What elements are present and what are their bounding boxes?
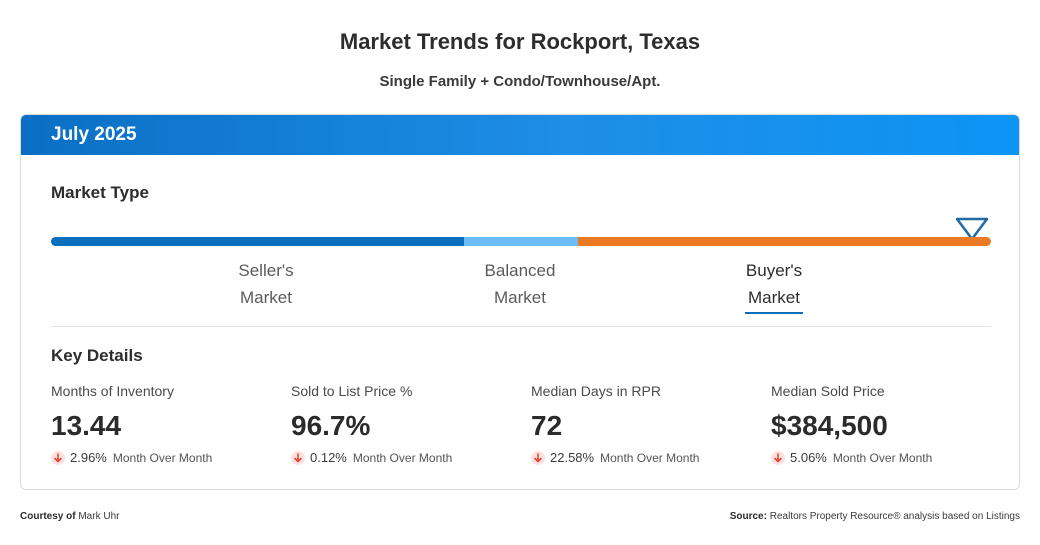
change-percent: 0.12% [310, 450, 347, 465]
arrow-down-icon [531, 450, 545, 465]
change-percent: 22.58% [550, 450, 595, 465]
balanced-label-line1: Balanced [484, 261, 556, 280]
metric-median-days-in-rpr: Median Days in RPR 72 22.58% Month Over … [531, 383, 761, 465]
courtesy-footer: Courtesy of Mark Uhr [20, 511, 119, 522]
change-period: Month Over Month [352, 450, 453, 465]
down-triangle-marker-icon [955, 217, 989, 241]
arrow-down-icon [291, 450, 305, 465]
buyer-market-label: Buyer's Market [719, 257, 829, 314]
metric-change: 5.06% Month Over Month [771, 450, 1001, 465]
metric-change: 2.96% Month Over Month [51, 450, 281, 465]
selected-market-underline [745, 312, 803, 314]
metric-sold-to-list-price: Sold to List Price % 96.7% 0.12% Month O… [291, 383, 521, 465]
market-trends-card: July 2025 Market Type Seller's Market Ba… [20, 114, 1020, 490]
section-divider [51, 326, 991, 327]
seller-label-line1: Seller's [238, 261, 294, 280]
seller-market-label: Seller's Market [211, 257, 321, 311]
courtesy-label: Courtesy of [20, 511, 76, 522]
card-header: July 2025 [21, 115, 1019, 155]
buyer-label-line1: Buyer's [745, 261, 803, 280]
change-period: Month Over Month [112, 450, 213, 465]
metric-months-of-inventory: Months of Inventory 13.44 2.96% Month Ov… [51, 383, 281, 465]
change-period: Month Over Month [832, 450, 933, 465]
change-percent: 2.96% [70, 450, 107, 465]
metric-value: 96.7% [291, 410, 371, 441]
market-type-bar [51, 237, 991, 246]
page-title: Market Trends for Rockport, Texas [339, 29, 701, 54]
arrow-down-icon [771, 450, 785, 465]
period-label: July 2025 [51, 124, 137, 145]
change-period: Month Over Month [600, 450, 700, 465]
metric-change: 0.12% Month Over Month [291, 450, 521, 465]
buyer-label-line2: Market [748, 288, 800, 307]
courtesy-name: Mark Uhr [78, 511, 120, 522]
balanced-label-line2: Market [494, 288, 546, 307]
market-type-title: Market Type [51, 183, 149, 202]
page-subtitle: Single Family + Condo/Townhouse/Apt. [379, 73, 661, 90]
balanced-market-label: Balanced Market [465, 257, 575, 311]
seller-market-segment [51, 237, 464, 246]
key-details-title: Key Details [51, 346, 143, 365]
source-footer: Source: Realtors Property Resource® anal… [730, 511, 1020, 522]
buyer-market-segment [578, 237, 991, 246]
metric-label: Median Sold Price [771, 383, 885, 399]
arrow-down-icon [51, 450, 65, 465]
metric-change: 22.58% Month Over Month [531, 450, 761, 465]
metric-label: Median Days in RPR [531, 383, 661, 399]
metric-median-sold-price: Median Sold Price $384,500 5.06% Month O… [771, 383, 1001, 465]
change-percent: 5.06% [790, 450, 827, 465]
source-text: Realtors Property Resource® analysis bas… [769, 511, 1020, 522]
seller-label-line2: Market [240, 288, 292, 307]
balanced-market-segment [464, 237, 578, 246]
metric-label: Sold to List Price % [291, 383, 413, 399]
metric-label: Months of Inventory [51, 383, 174, 399]
source-label: Source: [729, 511, 767, 522]
metric-value: $384,500 [771, 410, 888, 441]
metric-value: 72 [531, 410, 563, 441]
metric-value: 13.44 [51, 410, 122, 441]
